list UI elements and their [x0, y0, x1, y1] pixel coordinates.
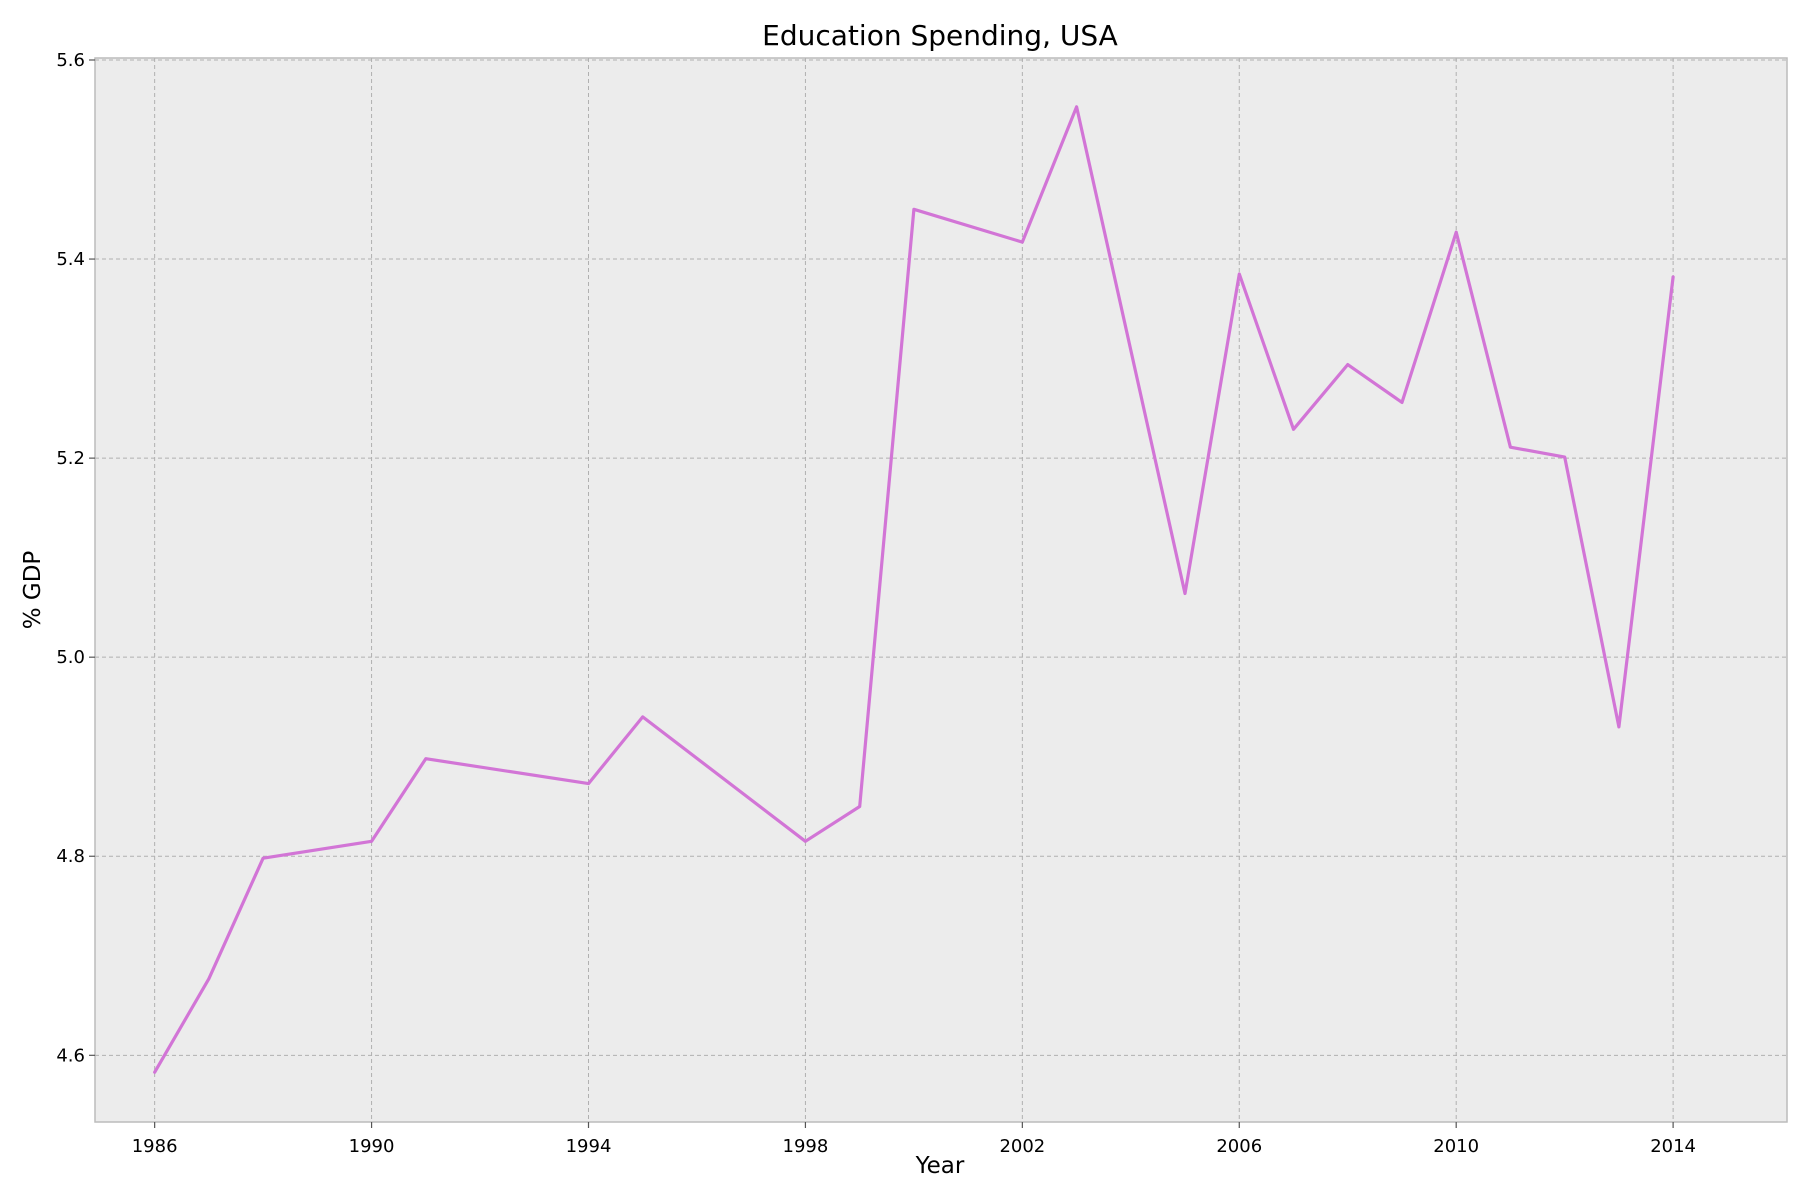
data-point — [370, 840, 373, 843]
data-point — [1672, 275, 1675, 278]
y-tick-label: 5.4 — [56, 249, 85, 270]
plot-area — [94, 57, 1788, 1123]
data-point — [424, 757, 427, 760]
data-point — [1509, 446, 1512, 449]
series-line — [153, 105, 1675, 1074]
data-point — [153, 1071, 156, 1074]
plot-frame — [94, 57, 1788, 1123]
data-point — [641, 715, 644, 718]
data-point — [1238, 272, 1241, 275]
data-point — [587, 782, 590, 785]
x-tick-label: 1994 — [566, 1136, 612, 1157]
data-point — [1021, 241, 1024, 244]
data-point — [912, 208, 915, 211]
series-layer — [153, 105, 1675, 1074]
y-tick-label: 5.0 — [56, 647, 85, 668]
x-tick-label: 1986 — [132, 1136, 178, 1157]
x-tick-label: 2014 — [1650, 1136, 1696, 1157]
y-axis: 4.6 4.8 5.0 5.2 5.4 5.6 — [56, 50, 95, 1066]
data-point — [804, 840, 807, 843]
y-tick-label: 5.2 — [56, 448, 85, 469]
data-point — [1455, 231, 1458, 234]
data-point — [262, 857, 265, 860]
chart-title: Education Spending, USA — [762, 19, 1118, 52]
data-point — [1617, 725, 1620, 728]
x-tick-label: 2002 — [999, 1136, 1045, 1157]
data-point — [1075, 105, 1078, 108]
x-tick-label: 1990 — [349, 1136, 395, 1157]
x-tick-label: 2006 — [1216, 1136, 1262, 1157]
data-point — [1346, 363, 1349, 366]
x-axis: 1986 1990 1994 1998 2002 2006 2010 2014 — [132, 1122, 1696, 1157]
data-point — [1183, 592, 1186, 595]
x-tick-label: 1998 — [783, 1136, 829, 1157]
data-point — [1400, 401, 1403, 404]
y-tick-label: 4.6 — [56, 1045, 85, 1066]
grid-lines — [95, 58, 1787, 1122]
y-axis-label: % GDP — [20, 551, 46, 630]
x-tick-label: 2010 — [1433, 1136, 1479, 1157]
y-tick-label: 4.8 — [56, 846, 85, 867]
data-point — [1563, 456, 1566, 459]
data-point — [858, 805, 861, 808]
y-tick-label: 5.6 — [56, 50, 85, 71]
data-point — [207, 977, 210, 980]
x-axis-label: Year — [915, 1153, 965, 1179]
data-point — [1292, 428, 1295, 431]
